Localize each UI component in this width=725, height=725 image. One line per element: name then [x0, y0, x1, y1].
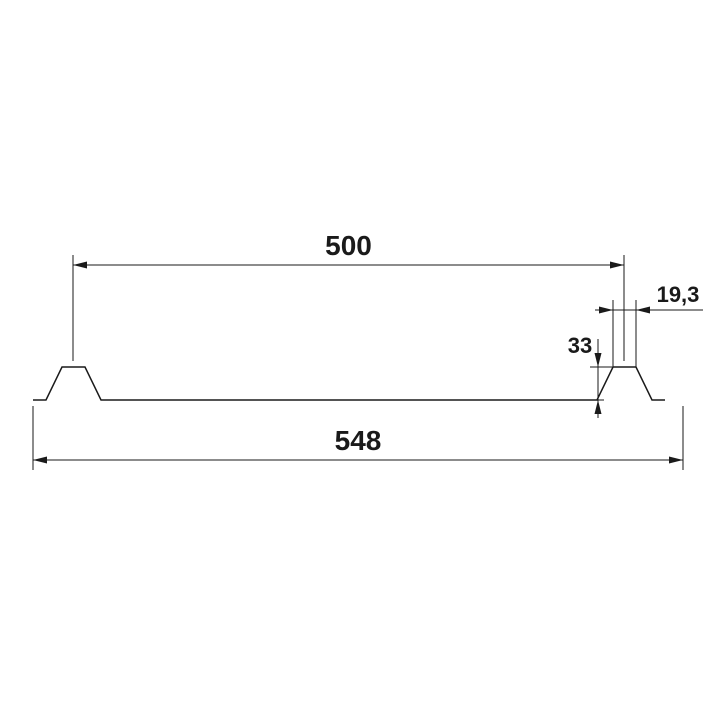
profile-diagram: 500 548 33 19,3: [0, 0, 725, 725]
dim-label-top-width: 500: [325, 230, 372, 261]
dim-label-bottom-width: 548: [335, 425, 382, 456]
dim-label-rib-top: 19,3: [657, 282, 700, 307]
profile-outline: [33, 367, 665, 400]
dim-label-height: 33: [568, 333, 592, 358]
